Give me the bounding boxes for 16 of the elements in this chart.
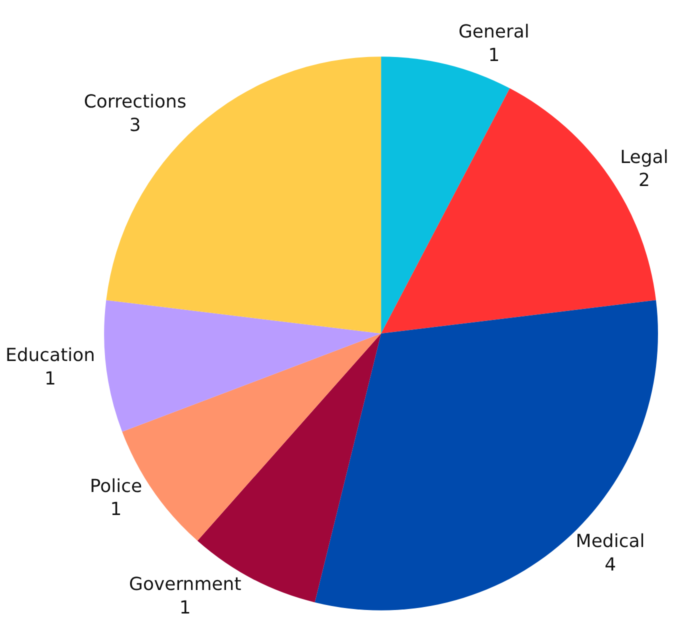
data-label: 3 — [129, 114, 141, 136]
pie-slice — [314, 300, 658, 610]
data-label: 1 — [179, 597, 191, 618]
data-label: 1 — [488, 44, 500, 66]
slice-label: Education — [5, 345, 96, 366]
slice-label: Government — [129, 574, 242, 595]
slice-label: Corrections — [84, 92, 186, 113]
data-label: 2 — [638, 170, 650, 192]
pie-slice — [104, 300, 382, 432]
slice-label: Medical — [576, 531, 645, 552]
data-label: 1 — [110, 499, 122, 520]
slice-label: Legal — [620, 146, 668, 168]
data-label: 1 — [44, 368, 56, 390]
slice-label: Police — [90, 476, 142, 497]
slice-label: General — [458, 21, 530, 42]
data-label: 4 — [604, 554, 616, 576]
